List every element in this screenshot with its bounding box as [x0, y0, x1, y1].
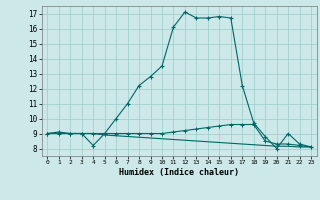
X-axis label: Humidex (Indice chaleur): Humidex (Indice chaleur) [119, 168, 239, 177]
